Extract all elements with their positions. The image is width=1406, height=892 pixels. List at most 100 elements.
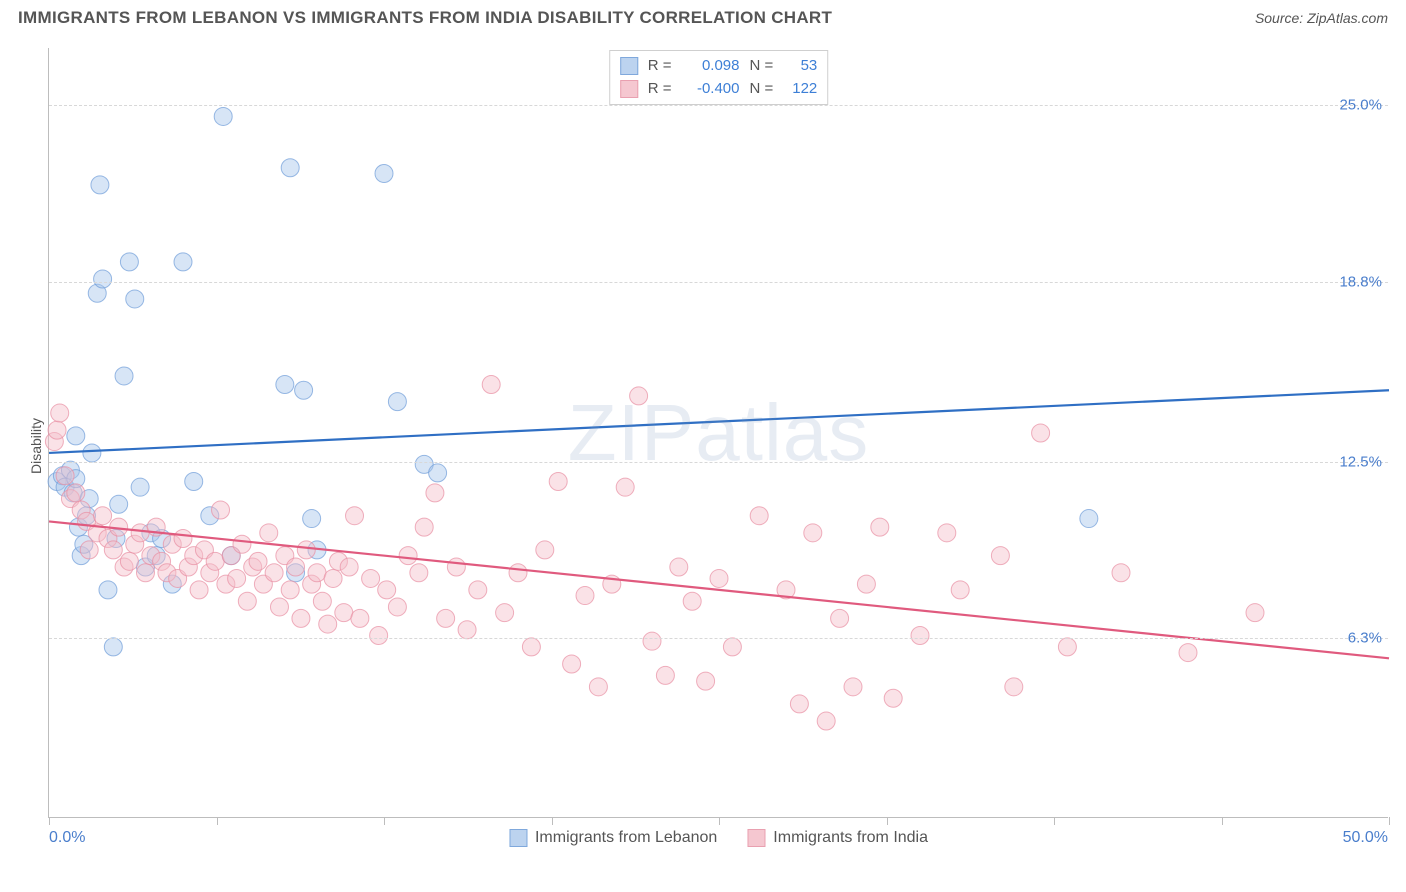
data-point	[710, 569, 728, 587]
data-point	[447, 558, 465, 576]
data-point	[536, 541, 554, 559]
data-point	[429, 464, 447, 482]
legend-swatch	[509, 829, 527, 847]
data-point	[1032, 424, 1050, 442]
x-tick	[217, 817, 218, 825]
data-point	[295, 381, 313, 399]
data-point	[174, 530, 192, 548]
series-legend: Immigrants from Lebanon Immigrants from I…	[509, 829, 928, 847]
data-point	[67, 484, 85, 502]
data-point	[576, 587, 594, 605]
data-point	[857, 575, 875, 593]
data-point	[212, 501, 230, 519]
data-point	[228, 569, 246, 587]
legend-row: R =0.098N =53	[620, 55, 818, 78]
data-point	[233, 535, 251, 553]
data-point	[238, 592, 256, 610]
data-point	[938, 524, 956, 542]
data-point	[80, 541, 98, 559]
x-tick	[1054, 817, 1055, 825]
data-point	[616, 478, 634, 496]
data-point	[324, 569, 342, 587]
data-point	[136, 564, 154, 582]
data-point	[303, 510, 321, 528]
data-point	[287, 558, 305, 576]
data-point	[120, 552, 138, 570]
data-point	[482, 376, 500, 394]
data-point	[1080, 510, 1098, 528]
data-point	[340, 558, 358, 576]
x-tick	[1222, 817, 1223, 825]
data-point	[110, 495, 128, 513]
data-point	[190, 581, 208, 599]
data-point	[670, 558, 688, 576]
data-point	[643, 632, 661, 650]
legend-r-label: R =	[648, 78, 672, 101]
data-point	[656, 666, 674, 684]
data-point	[415, 518, 433, 536]
correlation-legend: R =0.098N =53R = -0.400 N = 122	[609, 50, 829, 105]
gridline	[49, 105, 1388, 106]
trend-line	[49, 390, 1389, 453]
data-point	[297, 541, 315, 559]
legend-n-label: N =	[750, 78, 774, 101]
data-point	[185, 472, 203, 490]
data-point	[871, 518, 889, 536]
data-point	[589, 678, 607, 696]
legend-row: R = -0.400 N = 122	[620, 78, 818, 101]
x-tick	[887, 817, 888, 825]
data-point	[94, 270, 112, 288]
data-point	[804, 524, 822, 542]
x-tick	[384, 817, 385, 825]
legend-r-value: -0.400	[682, 78, 740, 101]
x-tick	[1389, 817, 1390, 825]
legend-swatch	[620, 80, 638, 98]
data-point	[51, 404, 69, 422]
data-point	[458, 621, 476, 639]
data-point	[94, 507, 112, 525]
data-point	[281, 581, 299, 599]
legend-swatch	[620, 57, 638, 75]
data-point	[388, 598, 406, 616]
data-point	[281, 159, 299, 177]
chart-plot-area: ZIPatlas R =0.098N =53R =-0.400N =122 6.…	[48, 48, 1388, 818]
x-tick	[719, 817, 720, 825]
data-point	[115, 367, 133, 385]
data-point	[67, 427, 85, 445]
legend-series-name: Immigrants from Lebanon	[535, 829, 717, 847]
data-point	[817, 712, 835, 730]
data-point	[509, 564, 527, 582]
source-credit: Source: ZipAtlas.com	[1255, 10, 1388, 26]
data-point	[697, 672, 715, 690]
data-point	[563, 655, 581, 673]
data-point	[351, 609, 369, 627]
data-point	[214, 107, 232, 125]
data-point	[790, 695, 808, 713]
data-point	[1179, 644, 1197, 662]
data-point	[308, 564, 326, 582]
data-point	[399, 547, 417, 565]
data-point	[131, 524, 149, 542]
data-point	[1005, 678, 1023, 696]
data-point	[270, 598, 288, 616]
data-point	[265, 564, 283, 582]
data-point	[750, 507, 768, 525]
data-point	[1246, 604, 1264, 622]
legend-n-value: 122	[783, 78, 817, 101]
data-point	[388, 393, 406, 411]
data-point	[206, 552, 224, 570]
data-point	[951, 581, 969, 599]
data-point	[496, 604, 514, 622]
x-tick	[49, 817, 50, 825]
legend-series-name: Immigrants from India	[773, 829, 928, 847]
data-point	[437, 609, 455, 627]
legend-item: Immigrants from Lebanon	[509, 829, 717, 847]
legend-r-label: R =	[648, 55, 672, 78]
data-point	[276, 376, 294, 394]
data-point	[99, 581, 117, 599]
data-point	[911, 626, 929, 644]
y-tick-label: 6.3%	[1348, 630, 1382, 647]
data-point	[319, 615, 337, 633]
data-point	[292, 609, 310, 627]
data-point	[104, 541, 122, 559]
